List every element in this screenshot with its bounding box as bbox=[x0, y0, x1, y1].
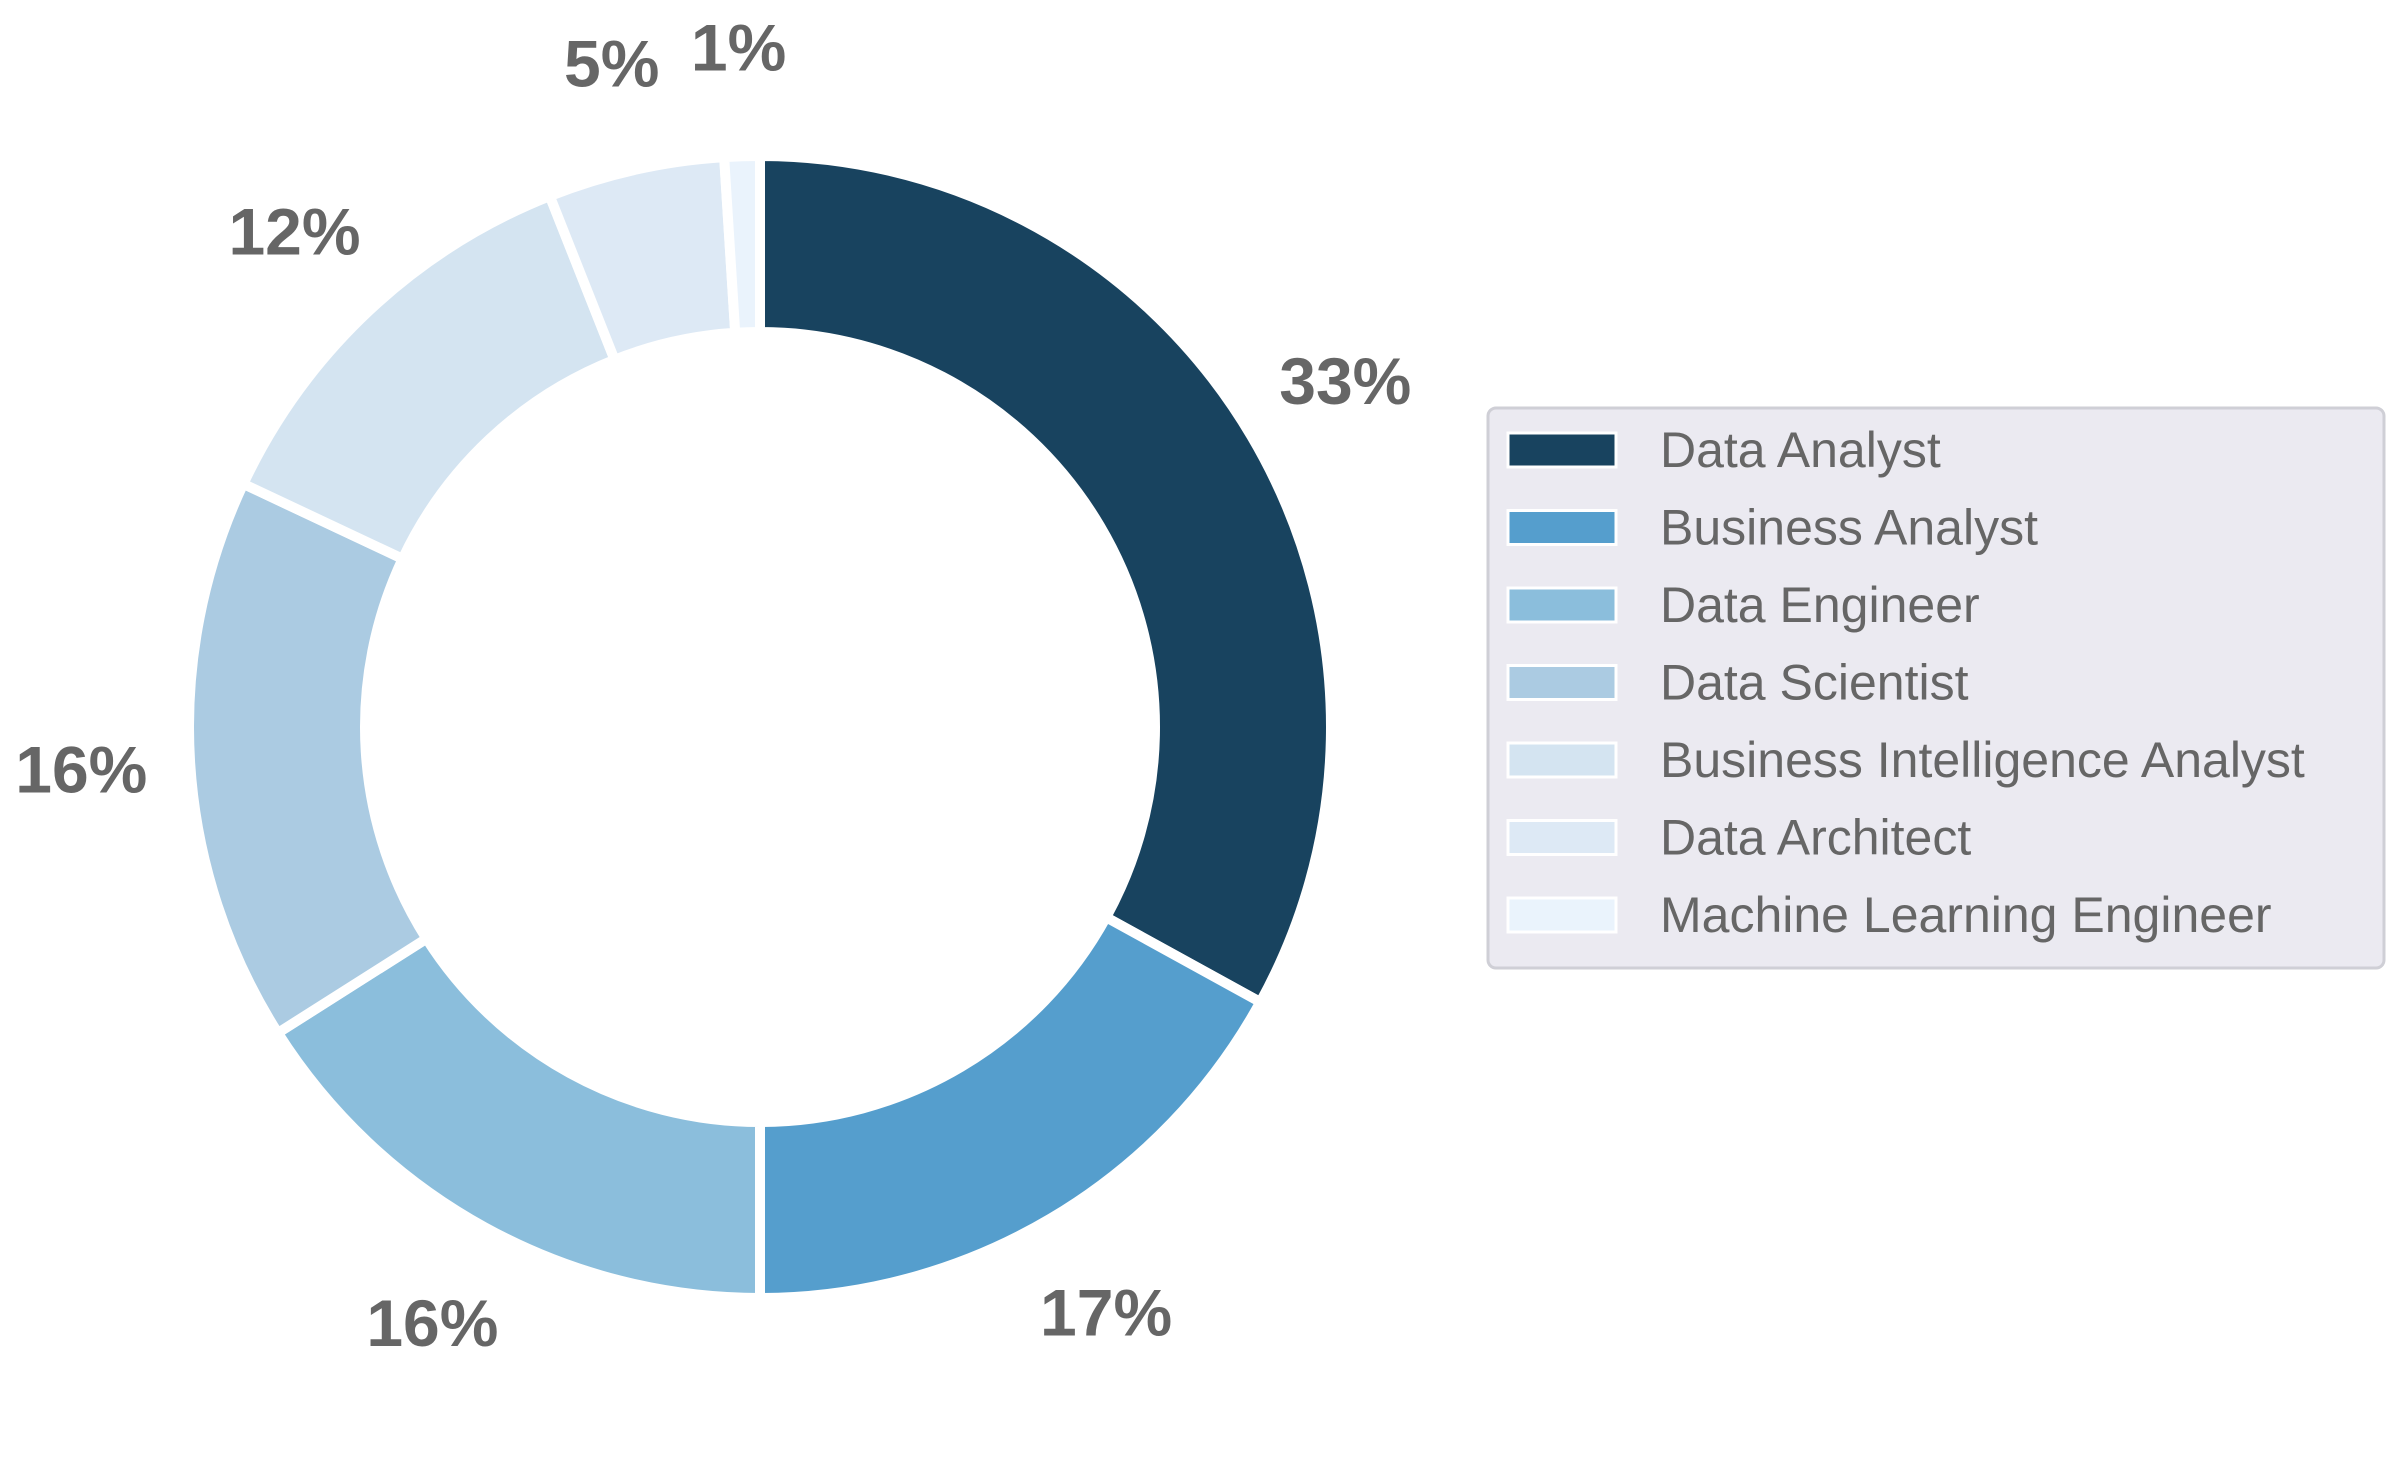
donut-slice-data-scientist bbox=[184, 477, 434, 1040]
legend-swatch-data-analyst bbox=[1506, 431, 1618, 469]
donut-slice-machine-learning-engineer bbox=[718, 150, 765, 339]
legend-label-data-scientist: Data Scientist bbox=[1660, 655, 1969, 711]
legend-label-business-intelligence-analyst: Business Intelligence Analyst bbox=[1660, 732, 2305, 788]
percentage-labels: 33% 17% 16% 16% 12% 5% 1% bbox=[15, 10, 1411, 1360]
percentage-label-data-analyst: 33% bbox=[1279, 344, 1411, 418]
legend-swatch-data-engineer bbox=[1506, 586, 1618, 624]
legend-label-data-engineer: Data Engineer bbox=[1660, 577, 1980, 633]
percentage-label-business-analyst: 17% bbox=[1040, 1275, 1172, 1349]
donut-slice-data-analyst bbox=[755, 150, 1336, 1009]
legend-label-data-analyst: Data Analyst bbox=[1660, 422, 1941, 478]
percentage-label-data-engineer: 16% bbox=[366, 1286, 498, 1360]
legend-items: Data Analyst Business Analyst Data Enginee… bbox=[1506, 422, 2305, 943]
legend-swatch-machine-learning-engineer bbox=[1506, 896, 1618, 934]
legend-label-machine-learning-engineer: Machine Learning Engineer bbox=[1660, 887, 2272, 943]
percentage-label-data-scientist: 16% bbox=[15, 733, 147, 807]
legend-swatch-data-scientist bbox=[1506, 664, 1618, 701]
legend: Data Analyst Business Analyst Data Enginee… bbox=[1486, 406, 2386, 970]
legend-label-data-architect: Data Architect bbox=[1660, 810, 1971, 866]
legend-swatch-business-analyst bbox=[1506, 509, 1618, 546]
donut-slice-data-engineer bbox=[270, 931, 765, 1304]
percentage-label-data-architect: 5% bbox=[564, 26, 659, 100]
percentage-label-machine-learning-engineer: 1% bbox=[691, 10, 786, 84]
legend-frame bbox=[1486, 406, 2386, 970]
legend-swatch-data-architect bbox=[1506, 819, 1618, 856]
legend-swatch-business-intelligence-analyst bbox=[1506, 741, 1618, 779]
percentage-label-business-intelligence-analyst: 12% bbox=[228, 194, 360, 268]
donut-slice-business-analyst bbox=[755, 910, 1268, 1304]
legend-label-business-analyst: Business Analyst bbox=[1660, 500, 2038, 556]
donut-slices bbox=[184, 150, 1336, 1304]
